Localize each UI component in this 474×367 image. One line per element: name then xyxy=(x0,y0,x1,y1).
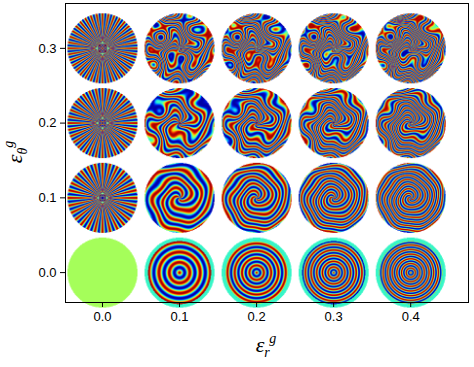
svg-text:εθg: εθg xyxy=(1,141,30,164)
svg-text:0.1: 0.1 xyxy=(171,309,189,324)
svg-text:εrg: εrg xyxy=(256,331,277,360)
svg-text:0.3: 0.3 xyxy=(38,41,56,56)
svg-text:0.2: 0.2 xyxy=(38,115,56,130)
svg-text:0.1: 0.1 xyxy=(38,190,56,205)
svg-text:0.4: 0.4 xyxy=(402,309,420,324)
svg-text:0.3: 0.3 xyxy=(325,309,343,324)
svg-text:0.0: 0.0 xyxy=(93,309,111,324)
svg-text:0.0: 0.0 xyxy=(38,265,56,280)
svg-text:0.2: 0.2 xyxy=(248,309,266,324)
